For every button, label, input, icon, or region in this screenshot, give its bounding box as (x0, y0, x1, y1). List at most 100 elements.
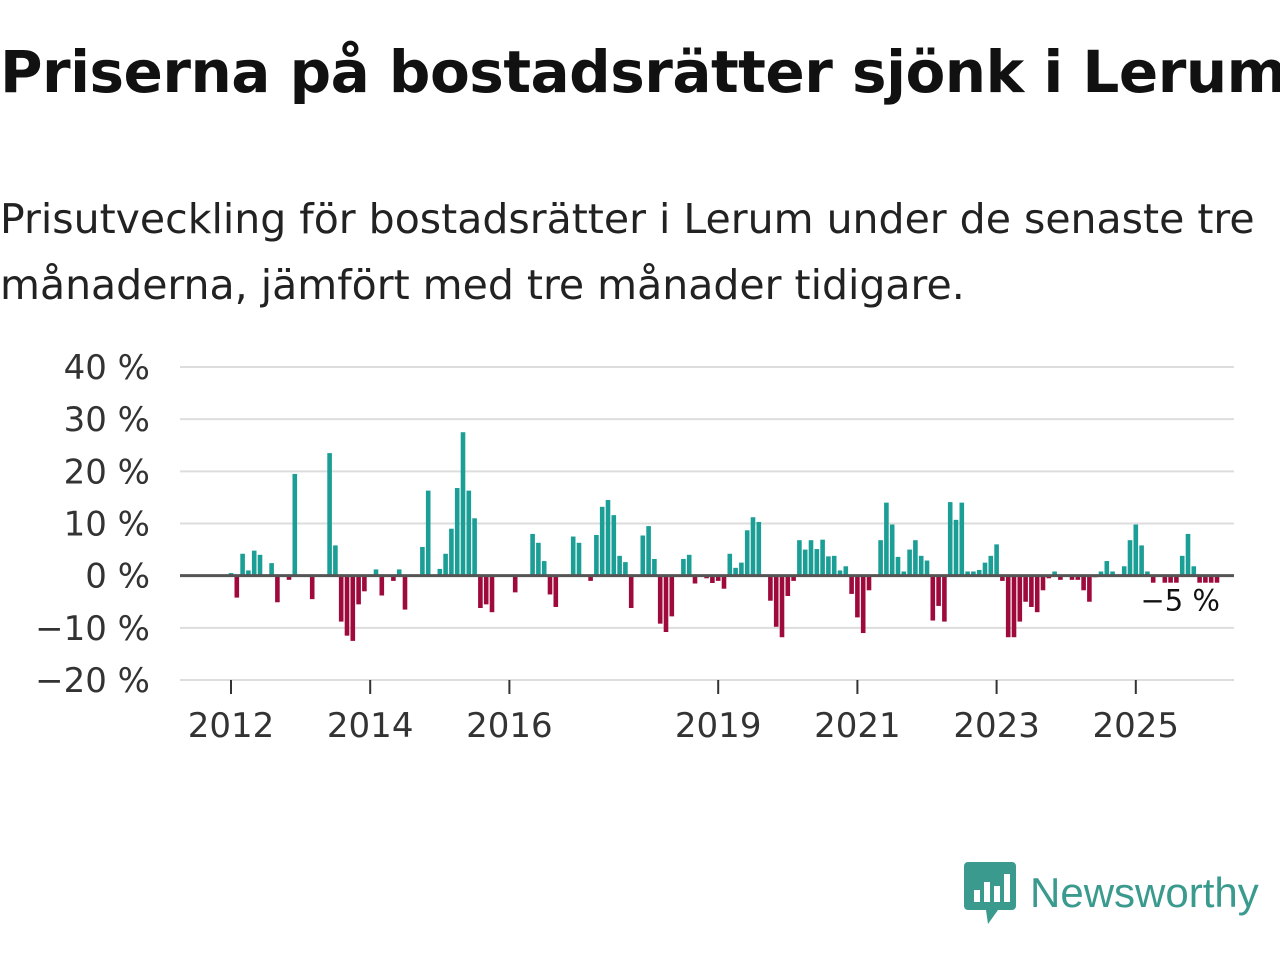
newsworthy-logo: Newsworthy (964, 862, 1259, 924)
bar (901, 571, 907, 576)
bar (512, 575, 518, 593)
bar (1179, 555, 1185, 576)
bar (652, 558, 657, 576)
x-axis: 2012 2014 2016 2019 2021 2023 2025 (188, 680, 1179, 746)
bar (1005, 575, 1011, 638)
bar (1127, 540, 1133, 576)
bar (733, 567, 738, 576)
bar (1087, 575, 1092, 602)
y-axis-labels: 40 % 30 % 20 % 10 % 0 % −10 % −20 % (35, 348, 150, 701)
bar (269, 563, 274, 576)
bar (988, 555, 994, 576)
bar (1040, 575, 1046, 591)
bar (396, 569, 402, 576)
bar (599, 506, 605, 576)
bar (286, 575, 292, 580)
bar (640, 535, 646, 576)
y-tick-label: 0 % (85, 557, 150, 597)
bar (768, 575, 773, 601)
bar (1133, 524, 1139, 576)
bar (947, 502, 953, 576)
x-tick-label: 2019 (675, 706, 762, 746)
chart-title: Priserna på bostadsrätter sjönk i Lerum (0, 38, 1280, 106)
bar (246, 570, 251, 576)
bar (1017, 575, 1023, 622)
y-tick-label: 10 % (64, 505, 150, 545)
bar (855, 575, 860, 618)
bar (1081, 575, 1086, 591)
bar (791, 575, 796, 581)
bar (756, 521, 762, 576)
bar (1185, 533, 1191, 576)
bar (576, 542, 582, 576)
bar (942, 575, 947, 622)
bar-series (228, 432, 1220, 641)
bar (918, 555, 924, 576)
bar (617, 555, 622, 576)
bar (1110, 571, 1115, 576)
bar (373, 569, 379, 576)
bar (1139, 545, 1144, 576)
bar (831, 555, 837, 576)
bar (1104, 561, 1110, 576)
bar (663, 575, 669, 633)
bar (309, 575, 315, 600)
bar (913, 540, 918, 576)
bar (814, 549, 820, 576)
y-tick-label: −20 % (35, 661, 150, 701)
end-value-label: −5 % (1140, 582, 1226, 621)
bar (773, 575, 779, 627)
bar (953, 519, 959, 576)
bar (1098, 571, 1104, 576)
bar (907, 549, 912, 576)
bar (1034, 575, 1040, 613)
y-tick-label: 20 % (64, 452, 150, 492)
bar (1162, 575, 1168, 584)
x-tick-label: 2025 (1093, 706, 1180, 746)
y-tick-label: 40 % (64, 348, 150, 388)
x-tick-label: 2021 (814, 706, 901, 746)
bar (425, 490, 431, 576)
bar (727, 553, 733, 576)
bar (275, 575, 280, 603)
bar (362, 575, 367, 592)
bar (292, 473, 298, 576)
bar (750, 517, 756, 576)
bar (251, 550, 257, 576)
bar (605, 500, 611, 576)
bar (1145, 571, 1150, 576)
x-tick-label: 2012 (188, 706, 275, 746)
bar (849, 575, 854, 594)
bar (843, 566, 849, 576)
chart-subtitle: Prisutveckling för bostadsrätter i Lerum… (0, 195, 1255, 309)
bar (449, 528, 454, 576)
bar (721, 575, 727, 589)
bar (541, 561, 547, 576)
bar (547, 575, 553, 595)
bar (594, 534, 599, 576)
bar (884, 502, 889, 576)
bar (878, 540, 883, 576)
bar (466, 490, 472, 576)
bar (924, 560, 930, 576)
bar (460, 432, 466, 576)
bar (669, 575, 675, 617)
bar (379, 575, 385, 596)
bar (623, 562, 628, 576)
bar (1023, 575, 1028, 602)
bar (1000, 575, 1005, 581)
bar (994, 544, 999, 576)
bar (860, 575, 866, 634)
bar (802, 549, 808, 576)
bar (570, 536, 576, 576)
bar (350, 575, 356, 641)
bar (437, 568, 443, 576)
bar (443, 553, 448, 576)
bar (240, 553, 245, 576)
bar (936, 575, 941, 606)
bar (820, 539, 825, 576)
bar (333, 545, 338, 576)
bar (536, 542, 541, 576)
bar (646, 526, 651, 576)
bar (657, 575, 663, 624)
